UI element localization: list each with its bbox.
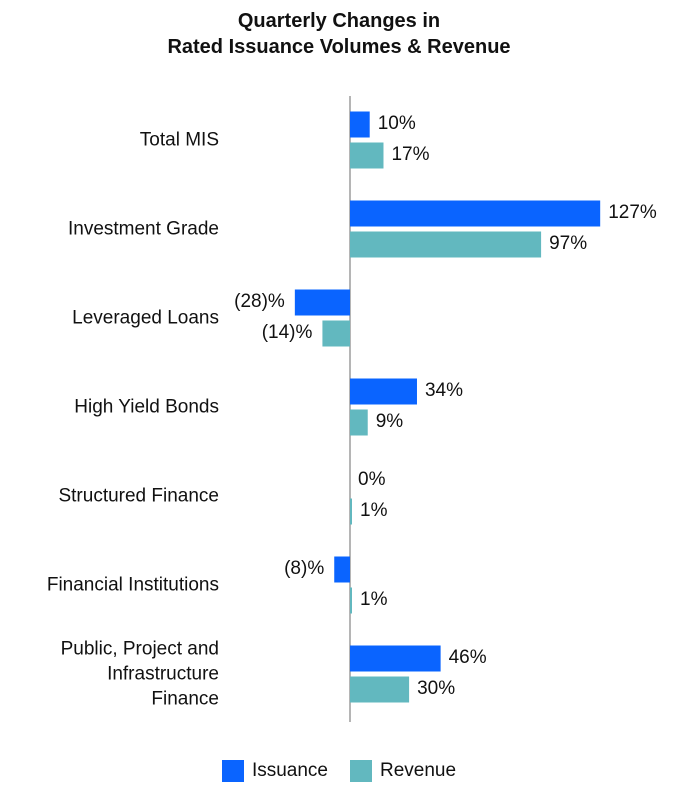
chart-title-line-1: Quarterly Changes in	[237, 10, 441, 32]
legend-item-revenue: Revenue	[349, 760, 457, 782]
data-label-issuance: 34%	[425, 380, 463, 401]
category-label: Public, Project and	[61, 639, 219, 660]
data-label-revenue: 1%	[360, 589, 388, 610]
bar-issuance	[334, 556, 350, 583]
chart-title-line-2: Rated Issuance Volumes & Revenue	[167, 36, 511, 58]
legend-swatch-issuance	[221, 760, 244, 782]
data-label-issuance: (8)%	[284, 558, 324, 579]
category-label: Total MIS	[140, 130, 219, 151]
bar-issuance	[350, 200, 601, 227]
data-label-issuance: (28)%	[234, 291, 285, 312]
legend-swatch-revenue	[349, 760, 372, 782]
category-label: High Yield Bonds	[74, 397, 219, 418]
bar-revenue	[350, 676, 410, 703]
legend-label-issuance: Issuance	[251, 760, 328, 781]
category-label: Infrastructure	[107, 664, 219, 685]
bar-issuance	[350, 645, 441, 672]
category-label: Financial Institutions	[47, 575, 219, 596]
data-label-revenue: 1%	[360, 500, 388, 521]
data-label-revenue: 9%	[376, 411, 404, 432]
category-label: Leveraged Loans	[72, 308, 219, 329]
bar-revenue	[322, 320, 350, 347]
bar-issuance	[350, 111, 370, 138]
legend: Issuance Revenue	[0, 758, 678, 784]
data-label-issuance: 0%	[358, 469, 386, 490]
bar-revenue	[350, 409, 368, 436]
legend-label-revenue: Revenue	[379, 760, 457, 781]
data-label-revenue: 17%	[391, 144, 429, 165]
data-label-issuance: 127%	[608, 202, 657, 223]
bar-issuance	[350, 378, 417, 405]
chart-title: Quarterly Changes in Rated Issuance Volu…	[0, 8, 678, 60]
category-label: Structured Finance	[58, 486, 219, 507]
data-label-revenue: 30%	[417, 678, 455, 699]
data-label-revenue: (14)%	[262, 322, 313, 343]
data-label-issuance: 46%	[449, 647, 487, 668]
legend-item-issuance: Issuance	[221, 760, 328, 782]
category-label: Finance	[151, 689, 219, 710]
bar-revenue	[350, 231, 542, 258]
data-label-issuance: 10%	[378, 113, 416, 134]
bar-revenue	[350, 498, 352, 525]
bar-issuance	[294, 289, 350, 316]
bar-revenue	[350, 587, 352, 614]
category-label: Investment Grade	[68, 219, 219, 240]
bar-revenue	[350, 142, 384, 169]
data-label-revenue: 97%	[549, 233, 587, 254]
